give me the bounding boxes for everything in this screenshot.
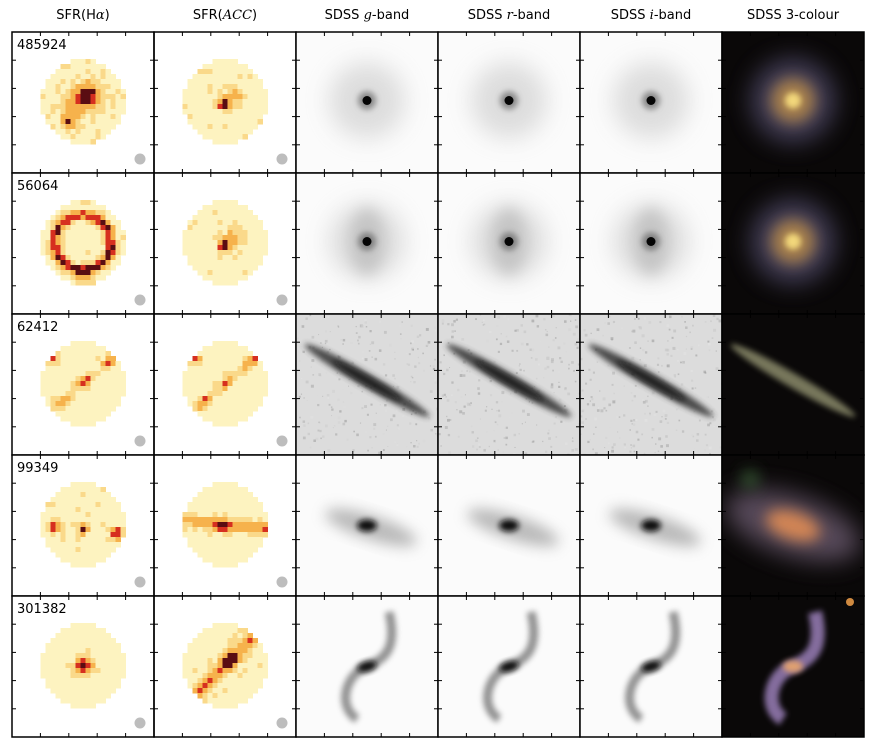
sfr-map-0-1 <box>182 59 268 145</box>
beam-circle <box>276 717 288 729</box>
band-image-0-2 <box>296 32 438 173</box>
sfr-map-3-0 <box>40 482 126 568</box>
color-image-3-5 <box>722 455 864 596</box>
band-image-4-3 <box>438 596 580 737</box>
band-image-0-4 <box>580 32 722 173</box>
band-image-1-4 <box>580 173 722 314</box>
galaxy-id-label: 62412 <box>17 320 58 335</box>
sfr-map-3-1 <box>182 482 268 568</box>
galaxy-id-label: 56064 <box>17 179 58 194</box>
column-header-g: SDSS g-band <box>324 8 410 23</box>
band-image-3-2 <box>296 455 438 596</box>
color-image-4-5 <box>722 596 864 737</box>
band-image-1-3 <box>438 173 580 314</box>
beam-circle <box>134 717 146 729</box>
panel-frame <box>721 595 865 738</box>
band-image-3-4 <box>580 455 722 596</box>
galaxy-id-label: 99349 <box>17 461 58 476</box>
band-image-4-2 <box>296 596 438 737</box>
beam-circle <box>134 153 146 165</box>
band-image-3-3 <box>438 455 580 596</box>
sfr-map-1-1 <box>182 200 268 286</box>
beam-circle <box>134 576 146 588</box>
sfr-map-2-1 <box>182 341 268 427</box>
galaxy-id-label: 301382 <box>17 602 67 617</box>
column-header-r: SDSS r-band <box>467 8 551 23</box>
band-image-0-3 <box>438 32 580 173</box>
galaxy-id-label: 485924 <box>17 38 67 53</box>
band-image-2-4 <box>580 314 722 455</box>
beam-circle <box>134 435 146 447</box>
color-image-1-5 <box>722 173 864 314</box>
band-image-4-4 <box>580 596 722 737</box>
sfr-map-2-0 <box>40 341 126 427</box>
band-image-1-2 <box>296 173 438 314</box>
axis-ticks <box>438 173 580 314</box>
column-header-acc: SFR(ACC) <box>192 8 258 23</box>
column-header-ha: SFR(Hα) <box>56 8 110 23</box>
band-image-2-3 <box>438 314 580 455</box>
column-header-i: SDSS i-band <box>610 8 692 23</box>
color-image-0-5 <box>722 32 864 173</box>
column-header-rgb: SDSS 3-colour <box>746 8 840 23</box>
beam-circle <box>276 435 288 447</box>
beam-circle <box>276 576 288 588</box>
sfr-map-0-0 <box>40 59 126 145</box>
beam-circle <box>276 294 288 306</box>
sfr-map-4-1 <box>182 623 268 709</box>
color-image-2-5 <box>722 314 864 455</box>
sfr-map-1-0 <box>40 200 126 286</box>
sfr-map-4-0 <box>40 623 126 709</box>
band-image-2-2 <box>296 314 438 455</box>
beam-circle <box>276 153 288 165</box>
beam-circle <box>134 294 146 306</box>
